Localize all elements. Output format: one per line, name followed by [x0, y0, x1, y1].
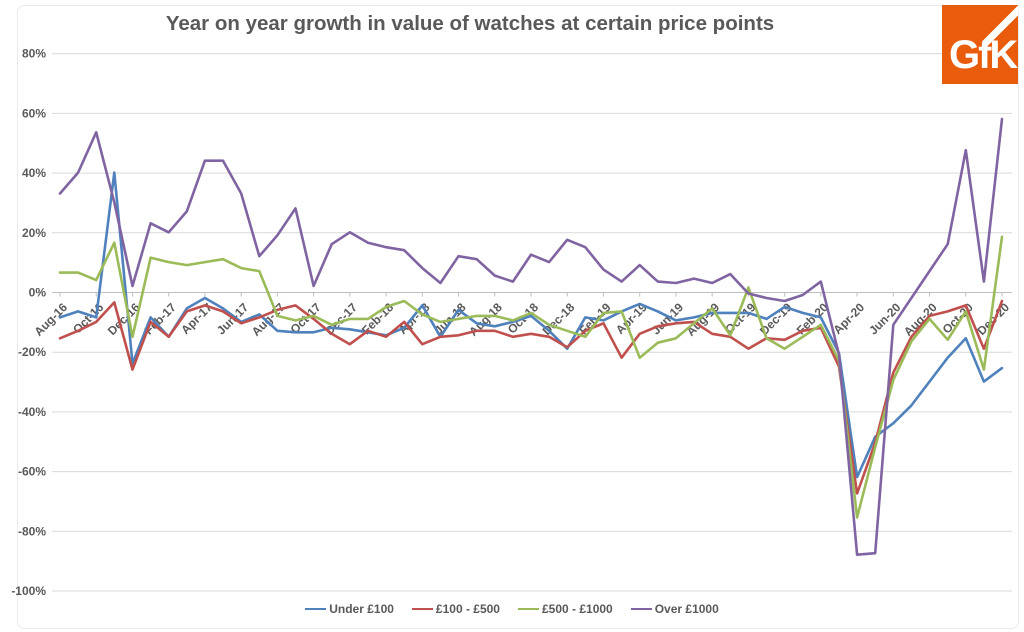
y-axis-label: -100%	[11, 584, 46, 598]
legend-item-over-1000: Over £1000	[630, 602, 719, 616]
y-axis-label: -40%	[18, 405, 46, 419]
y-axis-label: 20%	[22, 226, 46, 240]
legend-item-under-100: Under £100	[305, 602, 394, 616]
legend-item--100-500: £100 - £500	[411, 602, 500, 616]
series-line--100-500	[58, 299, 1004, 495]
x-axis-label: Apr-20	[830, 300, 867, 337]
y-axis-label: 80%	[22, 47, 46, 61]
legend-line-swatch	[305, 607, 327, 611]
legend-label: Over £1000	[654, 602, 719, 616]
y-axis-label: -80%	[18, 524, 46, 538]
chart-border	[17, 5, 1019, 629]
y-axis-label: 0%	[29, 286, 47, 300]
legend-item--500-1000: £500 - £1000	[517, 602, 613, 616]
series-line-under-100	[58, 171, 1004, 479]
logo-text: GfK	[949, 33, 1018, 77]
x-axis-label: Apr-17	[178, 300, 215, 337]
legend: Under £100 £100 - £500 £500 - £1000 Over £1…	[0, 598, 1024, 620]
series-line--500-1000	[58, 235, 1004, 519]
y-axis-label: -60%	[18, 465, 46, 479]
series-line-over-1000	[58, 117, 1004, 557]
y-axis-label: 40%	[22, 166, 46, 180]
legend-label: Under £100	[329, 602, 394, 616]
legend-label: £100 - £500	[435, 602, 500, 616]
x-axis-label: Apr-18	[396, 300, 433, 337]
chart-title: Year on year growth in value of watches …	[165, 12, 775, 35]
y-axis-label: -20%	[18, 345, 46, 359]
y-axis-label: 60%	[22, 106, 46, 120]
gfk-logo: GfK	[942, 5, 1018, 84]
legend-line-swatch	[517, 607, 539, 611]
x-axis-label: Aug-16	[31, 300, 70, 339]
legend-line-swatch	[411, 607, 433, 611]
legend-label: £500 - £1000	[541, 602, 613, 616]
legend-line-swatch	[630, 607, 652, 611]
